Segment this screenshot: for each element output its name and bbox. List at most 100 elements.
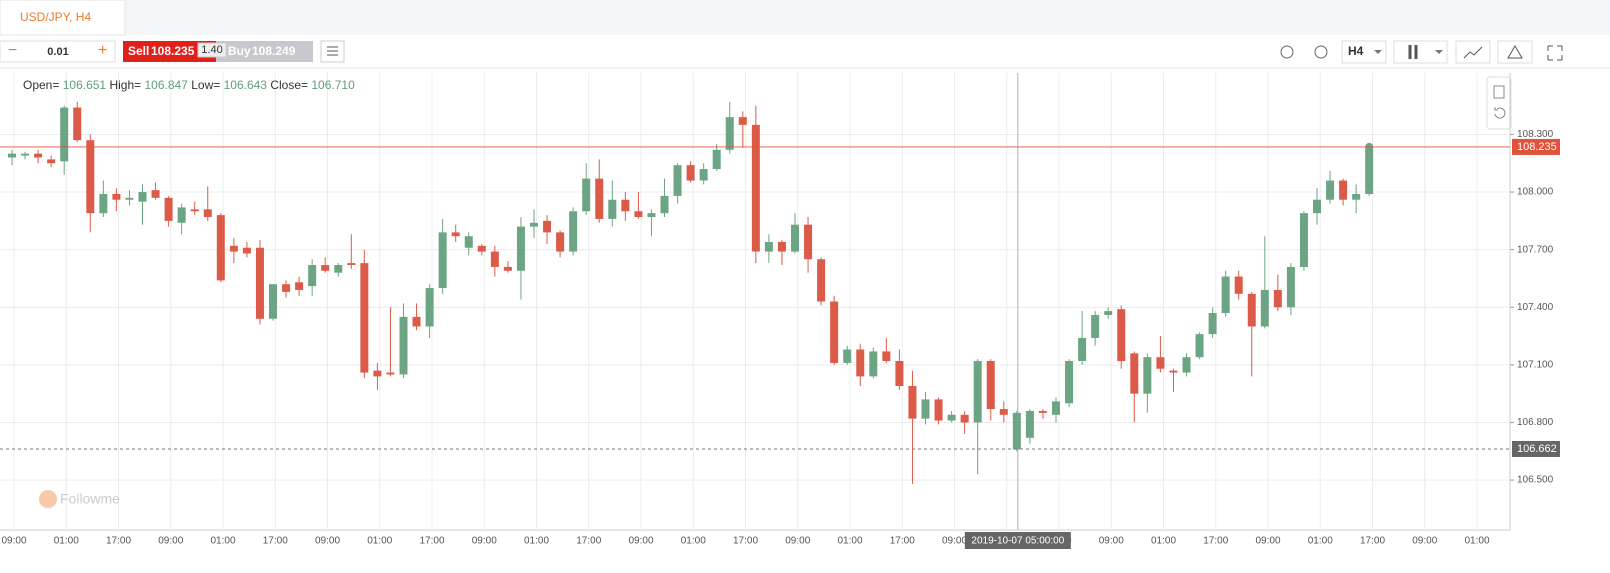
candle-body: [112, 193, 121, 200]
candle-body: [1117, 309, 1126, 362]
candle-body: [255, 247, 264, 319]
candle-body: [164, 197, 173, 221]
x-tick-label: 01:00: [367, 536, 392, 547]
x-tick-label: 09:00: [158, 536, 183, 547]
low-value: 106.643: [224, 78, 268, 92]
x-tick-label: 09:00: [315, 536, 340, 547]
candle-body: [1365, 146, 1374, 194]
candle-body: [503, 266, 512, 271]
buy-label: Buy: [228, 44, 251, 58]
candle-body: [960, 414, 969, 423]
zoom-out[interactable]: [1280, 45, 1294, 59]
candle-body: [60, 107, 69, 162]
spread: 1.40: [201, 44, 222, 56]
candle-body: [190, 209, 199, 212]
candle-body: [242, 247, 251, 254]
candle-body: [464, 236, 473, 248]
candle-body: [660, 195, 669, 214]
tab[interactable]: [0, 0, 126, 36]
candle-body: [817, 259, 826, 302]
x-tick-label: 01:00: [54, 536, 79, 547]
buy-button[interactable]: [216, 41, 313, 62]
candle-body: [973, 361, 982, 423]
candle-body: [360, 263, 369, 373]
candle-body: [73, 107, 82, 141]
sell-label: Sell: [128, 44, 149, 58]
sell-price: 108.235: [151, 44, 195, 58]
dropdown-arrow: [1374, 50, 1382, 54]
x-tick-label: 01:00: [524, 536, 549, 547]
undo-icon[interactable]: [1494, 107, 1506, 119]
candle-body: [34, 153, 43, 158]
candle-body: [738, 117, 747, 125]
candle-body: [791, 224, 799, 252]
candle-body: [1025, 410, 1034, 438]
candle-body: [334, 265, 343, 273]
candle-body: [1326, 180, 1335, 200]
candle-body: [295, 282, 304, 290]
indicator-icon: [1463, 46, 1483, 59]
low-label: Low=: [191, 78, 220, 92]
candle-body: [1286, 266, 1295, 308]
drawing-button[interactable]: [1497, 40, 1533, 64]
x-tick-label: 17:00: [263, 536, 288, 547]
timeframe-select[interactable]: [1341, 40, 1387, 64]
candle-icon: [1408, 45, 1418, 59]
candle-body: [712, 149, 721, 170]
candle-body: [1352, 193, 1361, 200]
x-tick-label: 17:00: [1203, 536, 1228, 547]
lot-plus[interactable]: +: [98, 42, 107, 59]
x-tick-label: 01:00: [1151, 536, 1176, 547]
x-tick-label: 17:00: [576, 536, 601, 547]
open-label: Open=: [23, 78, 59, 92]
candle-body: [308, 265, 317, 287]
lot-value[interactable]: 0.01: [47, 46, 68, 58]
lot-minus[interactable]: −: [8, 42, 17, 59]
candle-body: [843, 349, 852, 363]
candle-body: [921, 399, 930, 419]
candle-body: [543, 220, 552, 233]
indicators-button[interactable]: [1455, 40, 1491, 64]
candle-body: [634, 211, 643, 218]
watermark-group: Followme: [39, 490, 120, 508]
candle-body: [1208, 313, 1217, 335]
candle-body: [1156, 357, 1165, 369]
y-tick-label: 108.000: [1517, 187, 1554, 198]
timeframe: H4: [1348, 44, 1364, 58]
tab-bar: [0, 0, 1610, 35]
zoom-in[interactable]: [1314, 45, 1328, 59]
candle-body: [99, 193, 108, 214]
candle-body: [1299, 213, 1308, 267]
dropdown-arrow: [1435, 50, 1443, 54]
candle-body: [86, 140, 95, 214]
candle-body: [1195, 334, 1204, 358]
candle-body: [1247, 293, 1256, 327]
candle-body: [1130, 353, 1139, 394]
candle-body: [1169, 370, 1178, 373]
candle-body: [1313, 199, 1321, 214]
candle-body: [1012, 412, 1021, 450]
candle-body: [699, 169, 708, 181]
candle-body: [1065, 361, 1074, 404]
trash-icon[interactable]: [1493, 85, 1505, 99]
y-tick-label: 107.400: [1517, 302, 1554, 313]
candle-body: [438, 232, 447, 289]
candle-body: [269, 284, 277, 319]
crosshair-label: 2019-10-07 05:00:00: [971, 536, 1064, 547]
candle-body: [1038, 410, 1047, 413]
candle-body: [386, 372, 395, 375]
fullscreen[interactable]: [1547, 45, 1563, 61]
x-tick-label: 01:00: [681, 536, 706, 547]
candle-body: [138, 192, 147, 202]
chart-type-select[interactable]: [1393, 40, 1448, 64]
y-tick-label: 107.700: [1517, 244, 1554, 255]
candle-body: [686, 165, 695, 181]
x-tick-label: 09:00: [1412, 536, 1437, 547]
candle-body: [216, 215, 225, 281]
sell-button[interactable]: [123, 41, 216, 62]
candle-body: [608, 199, 617, 219]
candle-body: [1052, 401, 1060, 415]
candle-body: [1234, 276, 1243, 294]
x-tick-label: 09:00: [1255, 536, 1280, 547]
